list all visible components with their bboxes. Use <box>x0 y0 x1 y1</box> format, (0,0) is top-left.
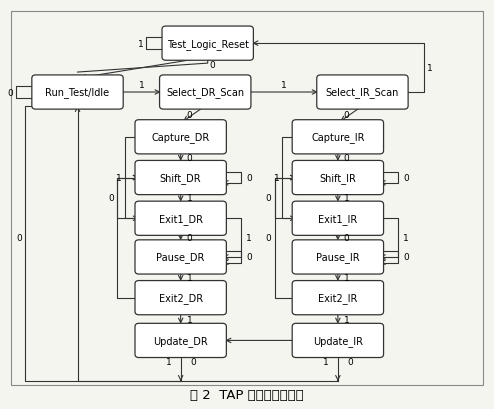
Text: 0: 0 <box>344 111 350 119</box>
Text: 0: 0 <box>16 234 22 243</box>
Text: 1: 1 <box>281 81 287 90</box>
Text: 0: 0 <box>187 234 192 243</box>
FancyBboxPatch shape <box>135 240 226 274</box>
FancyBboxPatch shape <box>292 202 383 236</box>
Text: Shift_DR: Shift_DR <box>160 173 202 184</box>
Text: 1: 1 <box>344 194 350 203</box>
FancyBboxPatch shape <box>292 281 383 315</box>
Text: Update_IR: Update_IR <box>313 335 363 346</box>
Text: 0: 0 <box>347 357 353 366</box>
FancyBboxPatch shape <box>135 120 226 155</box>
Text: 1: 1 <box>137 40 143 49</box>
Text: 1: 1 <box>187 273 192 282</box>
Text: 图 2  TAP 控制器的状态机: 图 2 TAP 控制器的状态机 <box>190 388 304 401</box>
FancyBboxPatch shape <box>162 27 253 61</box>
Text: Capture_IR: Capture_IR <box>311 132 365 143</box>
Text: 0: 0 <box>210 61 215 70</box>
Text: 1: 1 <box>323 357 329 366</box>
Text: 0: 0 <box>187 153 192 162</box>
Text: Test_Logic_Reset: Test_Logic_Reset <box>166 38 248 49</box>
Text: Pause_DR: Pause_DR <box>157 252 205 263</box>
Text: 1: 1 <box>165 357 171 366</box>
Text: 0: 0 <box>247 173 252 182</box>
Text: 0: 0 <box>404 253 410 262</box>
Text: 1: 1 <box>427 64 433 73</box>
Text: 0: 0 <box>187 111 192 119</box>
Text: 0: 0 <box>344 234 350 243</box>
Text: Update_DR: Update_DR <box>153 335 208 346</box>
Text: 0: 0 <box>247 253 252 262</box>
Text: Exit2_IR: Exit2_IR <box>318 292 358 303</box>
Text: 1: 1 <box>344 273 350 282</box>
FancyBboxPatch shape <box>135 281 226 315</box>
FancyBboxPatch shape <box>292 120 383 155</box>
FancyBboxPatch shape <box>32 76 123 110</box>
FancyBboxPatch shape <box>292 161 383 195</box>
Text: 0: 0 <box>266 194 272 203</box>
Text: 0: 0 <box>109 194 114 203</box>
Text: Select_IR_Scan: Select_IR_Scan <box>326 88 399 98</box>
Text: Exit1_DR: Exit1_DR <box>159 213 203 224</box>
Text: Exit2_DR: Exit2_DR <box>159 292 203 303</box>
FancyBboxPatch shape <box>135 161 226 195</box>
Text: 0: 0 <box>404 173 410 182</box>
Text: 0: 0 <box>7 88 13 97</box>
Text: Pause_IR: Pause_IR <box>316 252 360 263</box>
FancyBboxPatch shape <box>292 240 383 274</box>
Text: Exit1_IR: Exit1_IR <box>318 213 358 224</box>
FancyBboxPatch shape <box>160 76 251 110</box>
Text: 1: 1 <box>403 234 409 243</box>
Text: 1: 1 <box>246 234 251 243</box>
Text: 1: 1 <box>138 81 144 90</box>
Text: 0: 0 <box>190 357 196 366</box>
Text: Select_DR_Scan: Select_DR_Scan <box>166 88 245 98</box>
Text: 1: 1 <box>187 194 192 203</box>
Text: Run_Test/Idle: Run_Test/Idle <box>45 88 110 98</box>
Text: 1: 1 <box>344 315 350 324</box>
FancyBboxPatch shape <box>135 202 226 236</box>
FancyBboxPatch shape <box>317 76 408 110</box>
FancyBboxPatch shape <box>135 324 226 357</box>
Text: Shift_IR: Shift_IR <box>320 173 356 184</box>
Text: Capture_DR: Capture_DR <box>152 132 210 143</box>
Text: 1: 1 <box>117 173 122 182</box>
FancyBboxPatch shape <box>292 324 383 357</box>
Text: 0: 0 <box>266 234 272 243</box>
Text: 1: 1 <box>187 315 192 324</box>
Text: 0: 0 <box>344 153 350 162</box>
Text: 1: 1 <box>274 173 279 182</box>
